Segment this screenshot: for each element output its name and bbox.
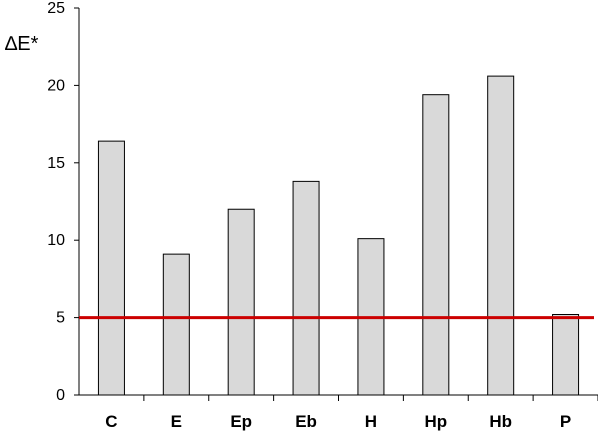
y-tick-label: 10 — [47, 232, 65, 249]
x-tick-label: E — [171, 412, 182, 431]
y-axis: 0 5 10 15 20 25 — [47, 0, 80, 404]
y-tick-label: 0 — [56, 387, 65, 404]
x-tick-label: Ep — [230, 412, 252, 431]
x-axis: C E Ep Eb H Hp Hb P — [79, 394, 598, 431]
x-tick-label: Hb — [489, 412, 512, 431]
x-tick-label: Hp — [424, 412, 447, 431]
bar-hp — [422, 94, 450, 396]
y-tick-label: 25 — [47, 0, 65, 17]
x-tick-label: Eb — [295, 412, 317, 431]
bar-eb — [292, 180, 320, 396]
bar-e — [162, 253, 190, 396]
bar-ep — [227, 208, 255, 396]
x-tick-label: H — [365, 412, 377, 431]
x-tick-label: C — [105, 412, 117, 431]
x-tick-label: P — [560, 412, 571, 431]
y-tick-label: 20 — [47, 77, 65, 94]
bar-hb — [487, 75, 515, 396]
y-tick-label: 15 — [47, 155, 65, 172]
bar-p — [552, 314, 580, 396]
y-tick-label: 5 — [56, 310, 65, 327]
bar-c — [97, 140, 125, 396]
bars — [97, 75, 580, 396]
y-axis-label: ∆E* — [5, 33, 39, 55]
